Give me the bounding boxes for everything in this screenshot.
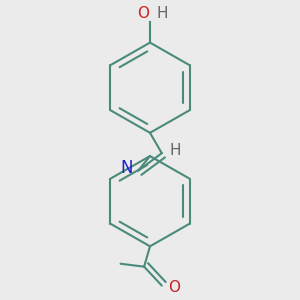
Text: N: N xyxy=(120,159,133,177)
Text: O: O xyxy=(136,6,148,21)
Text: H: H xyxy=(156,6,167,21)
Text: H: H xyxy=(169,143,181,158)
Text: O: O xyxy=(168,280,180,295)
